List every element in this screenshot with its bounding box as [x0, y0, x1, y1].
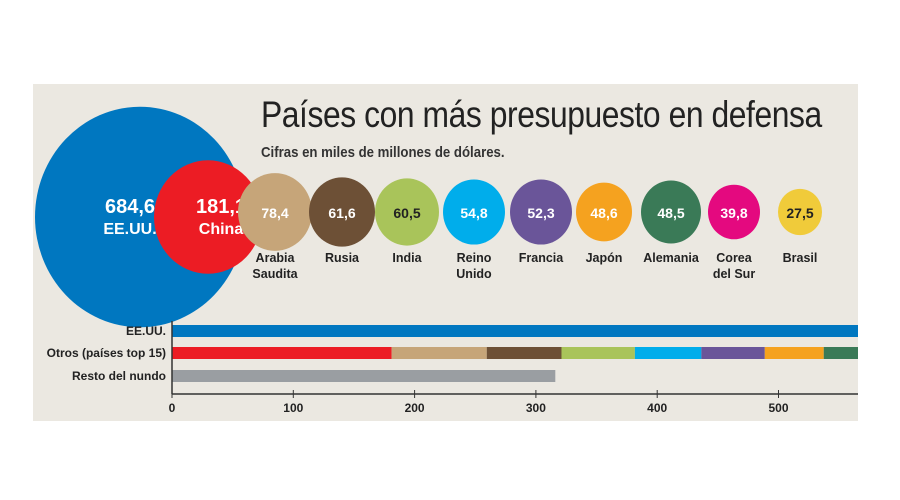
chart-canvas: 684,6 EE.UU. 181,1 China 78,4 Arabia Saudita 61… — [35, 106, 858, 415]
bar-segment-india — [561, 347, 635, 359]
bubble-india — [375, 178, 439, 246]
bubble-country-label: Alemania — [643, 251, 700, 265]
bubble-rusia — [309, 177, 375, 247]
bubble-brasil — [778, 188, 822, 236]
bubble-country-label: EE.UU. — [103, 221, 156, 238]
infographic-panel: 684,6 EE.UU. 181,1 China 78,4 Arabia Saudita 61… — [33, 84, 858, 421]
bubble-value: 61,6 — [328, 205, 355, 221]
bubble-country-label: Rusia — [325, 251, 360, 265]
bar-segment-japón — [764, 347, 824, 359]
bubble-reino-unido — [443, 179, 505, 245]
bubble-value: 48,6 — [590, 205, 617, 221]
x-tick-label: 400 — [647, 401, 667, 415]
bubble-value: 60,5 — [393, 205, 420, 221]
bubble-ee.uu. — [35, 106, 245, 328]
bubble-country-label: Japón — [586, 251, 623, 265]
bubble-country-label: Reino — [457, 251, 492, 265]
bubble-country-label: Saudita — [252, 267, 298, 281]
bar-segment-reino-unido — [634, 347, 702, 359]
bubble-country-label: Unido — [456, 267, 492, 281]
chart-subtitle: Cifras en miles de millones de dólares. — [261, 144, 505, 161]
bubble-country-label: del Sur — [713, 267, 756, 281]
bubble-value: 181,1 — [196, 196, 246, 218]
bubble-country-label: Francia — [519, 251, 565, 265]
x-tick-label: 200 — [405, 401, 425, 415]
bar-segment-arabia-saudita — [391, 347, 487, 359]
bubble-value: 54,8 — [460, 205, 487, 221]
x-tick-label: 100 — [283, 401, 303, 415]
bubble-value: 684,6 — [105, 196, 155, 218]
x-tick-label: 0 — [169, 401, 176, 415]
bar-segment-rusia — [486, 347, 562, 359]
x-tick-label: 300 — [526, 401, 546, 415]
bar-segment-china — [172, 347, 392, 359]
bubble-country-label: Brasil — [783, 251, 818, 265]
bubble-country-label: China — [199, 221, 244, 238]
bar-segment-resto-del-mundo — [172, 370, 556, 382]
bubble-value: 78,4 — [261, 205, 288, 221]
bubble-japón — [576, 182, 632, 242]
bubble-china — [154, 160, 262, 274]
bar-segment-alemania — [823, 347, 858, 359]
bubble-country-label: Corea — [716, 251, 752, 265]
bubble-value: 39,8 — [720, 205, 747, 221]
bubble-alemania — [641, 180, 701, 244]
chart-title: Países con más presupuesto en defensa — [261, 94, 822, 135]
x-tick-label: 500 — [768, 401, 788, 415]
bar-row-label: EE.UU. — [126, 324, 166, 338]
bubble-value: 52,3 — [527, 205, 554, 221]
bubble-value: 48,5 — [657, 205, 684, 221]
bar-row-label: Otros (países top 15) — [47, 346, 166, 360]
bubble-value: 27,5 — [786, 205, 813, 221]
bubble-arabia-saudita — [238, 173, 312, 251]
bubble-corea-del-sur — [708, 184, 760, 240]
bubble-country-label: Arabia — [256, 251, 296, 265]
bar-segment-francia — [701, 347, 765, 359]
bar-segment-ee.uu. — [172, 325, 858, 337]
bubble-francia — [510, 179, 572, 245]
bar-row-label: Resto del nundo — [72, 369, 166, 383]
bubble-country-label: India — [392, 251, 422, 265]
